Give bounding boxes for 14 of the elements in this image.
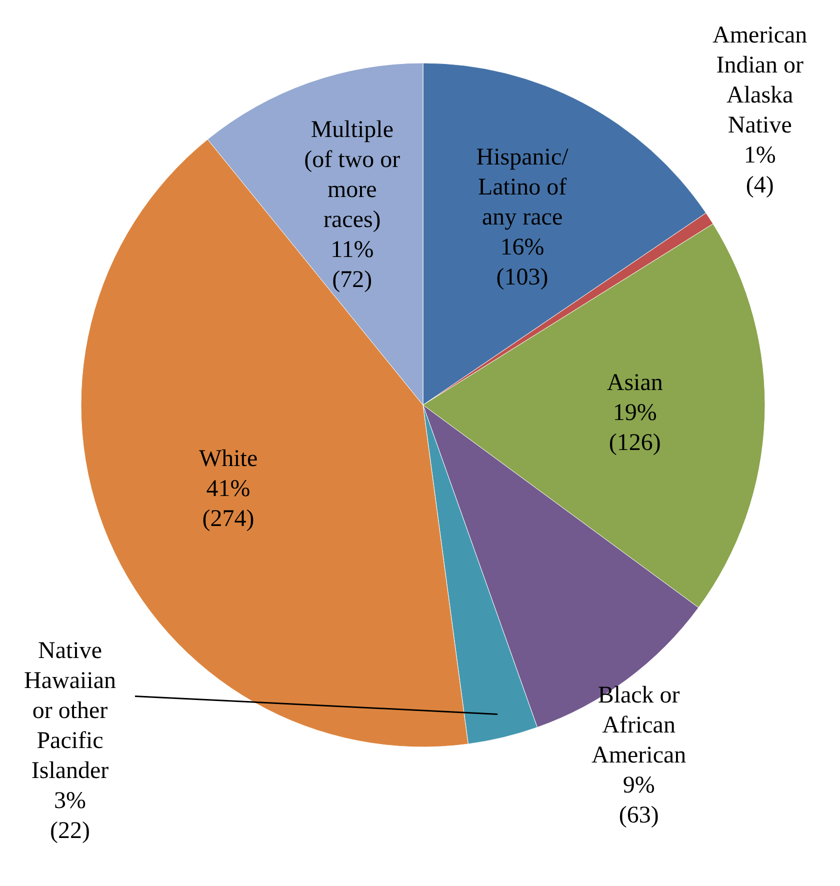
slice-label: Multiple (of two or more races) bbox=[304, 117, 400, 234]
slice-label: White bbox=[198, 446, 258, 472]
slice-label: Black or African American bbox=[592, 682, 686, 769]
data-label: 11% (72) bbox=[330, 237, 374, 294]
data-label: 9% (63) bbox=[618, 772, 659, 829]
data-label: 19% (126) bbox=[608, 400, 661, 456]
slice-label: Hispanic/ Latino of any race bbox=[476, 144, 569, 231]
data-label: 16% (103) bbox=[496, 234, 548, 291]
data-label: 41% (274) bbox=[202, 476, 254, 532]
data-label: 3% (22) bbox=[50, 788, 90, 844]
slice-label: Asian bbox=[606, 370, 663, 396]
data-label: 1% (4) bbox=[744, 142, 776, 199]
slice-label: American Indian or Alaska Native bbox=[712, 22, 808, 139]
slice-label: Native Hawaiian or other Pacific Islander bbox=[24, 638, 116, 784]
